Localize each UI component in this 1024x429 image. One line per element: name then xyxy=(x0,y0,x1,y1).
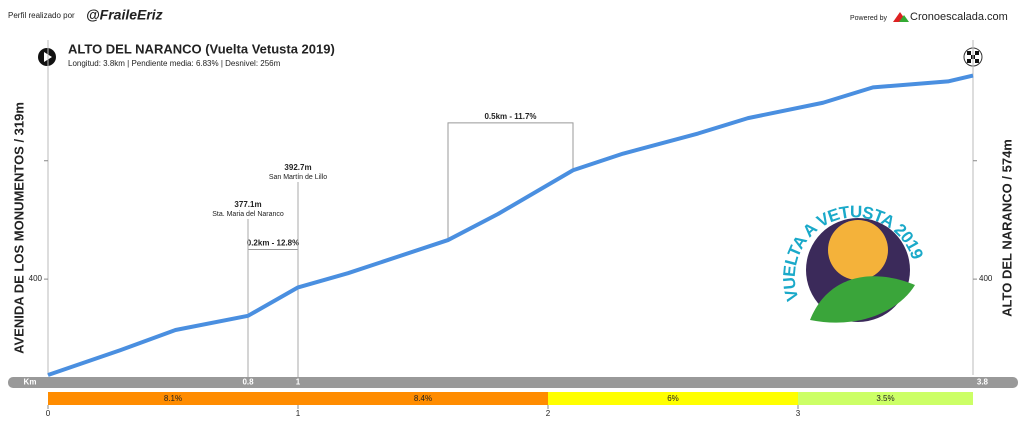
gradient-segment xyxy=(798,392,973,405)
bracket-label: 0.2km - 12.8% xyxy=(247,239,299,248)
bracket-label: 0.5km - 11.7% xyxy=(484,112,536,121)
gradient-label: 3.5% xyxy=(876,394,894,403)
gradient-bracket xyxy=(247,249,299,316)
km-label: Km xyxy=(24,378,37,387)
x-tick-label: 2 xyxy=(546,409,551,418)
end-label: ALTO DEL NARANCO / 574m xyxy=(999,139,1014,317)
gradient-label: 8.1% xyxy=(164,394,182,403)
waypoint-elevation: 377.1m xyxy=(234,200,261,209)
waypoint-name: San Martín de Lillo xyxy=(269,174,327,181)
chart-title: ALTO DEL NARANCO (Vuelta Vetusta 2019) xyxy=(68,41,335,56)
gradient-bracket xyxy=(447,122,574,241)
author[interactable]: @FraileEriz xyxy=(86,7,163,23)
x-tick-label: 3 xyxy=(796,409,801,418)
gradient-label: 6% xyxy=(667,394,679,403)
y-tick-label: 400 xyxy=(29,274,43,283)
logo: VUELTA A VETUSTA 2019 xyxy=(780,203,926,323)
brand[interactable]: Cronoescalada.com xyxy=(910,11,1008,23)
start-label: AVENIDA DE LOS MONUMENTOS / 319m xyxy=(11,102,26,354)
x-tick-label: 1 xyxy=(296,409,301,418)
km-mark-label: 3.8 xyxy=(977,378,989,387)
gradient-segment xyxy=(48,392,298,405)
km-bar xyxy=(8,377,1018,388)
profile-line xyxy=(47,73,974,377)
credit: Perfil realizado por xyxy=(8,11,75,20)
chart-subtitle: Longitud: 3.8km | Pendiente media: 6.83%… xyxy=(68,59,281,68)
km-mark-label: 1 xyxy=(296,378,301,387)
gradient-segment xyxy=(298,392,548,405)
gradient-segment xyxy=(548,392,798,405)
brand-icon xyxy=(899,15,909,22)
km-mark-label: 0.8 xyxy=(242,378,254,387)
waypoint-elevation: 392.7m xyxy=(284,163,311,172)
waypoint-name: Sta. Maria del Naranco xyxy=(212,211,284,218)
x-tick-label: 0 xyxy=(46,409,51,418)
powered-by: Powered by xyxy=(850,15,887,22)
gradient-label: 8.4% xyxy=(414,394,432,403)
y-tick-label: 400 xyxy=(979,274,993,283)
